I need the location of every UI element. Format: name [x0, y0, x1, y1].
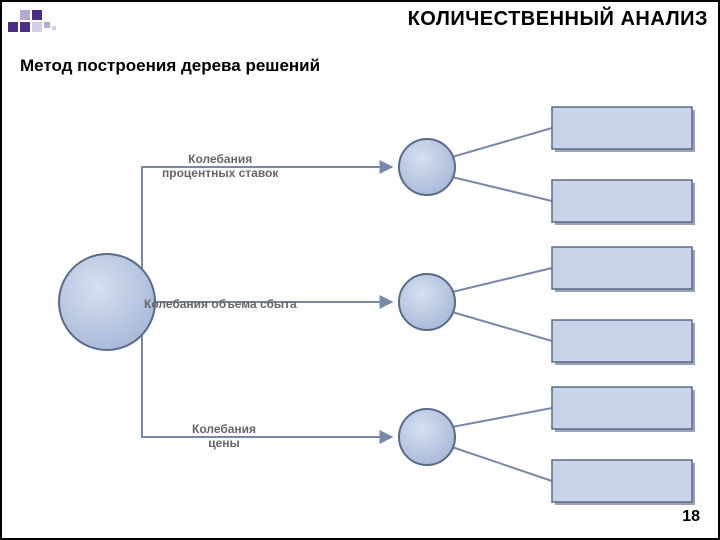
slide-container: КОЛИЧЕСТВЕННЫЙ АНАЛИЗ Метод построения д…	[0, 0, 720, 540]
slide-title: КОЛИЧЕСТВЕННЫЙ АНАЛИЗ	[408, 8, 708, 31]
slide-subtitle: Метод построения дерева решений	[20, 56, 320, 76]
page-number: 18	[682, 508, 700, 526]
decision-tree-diagram: Колебания процентных ставок Колебания объ…	[22, 92, 702, 512]
branch-label: Колебания процентных ставок	[162, 152, 278, 181]
branch-label: Колебания цены	[192, 422, 256, 451]
logo	[8, 8, 68, 43]
branch-label: Колебания объема сбыта	[144, 297, 297, 311]
